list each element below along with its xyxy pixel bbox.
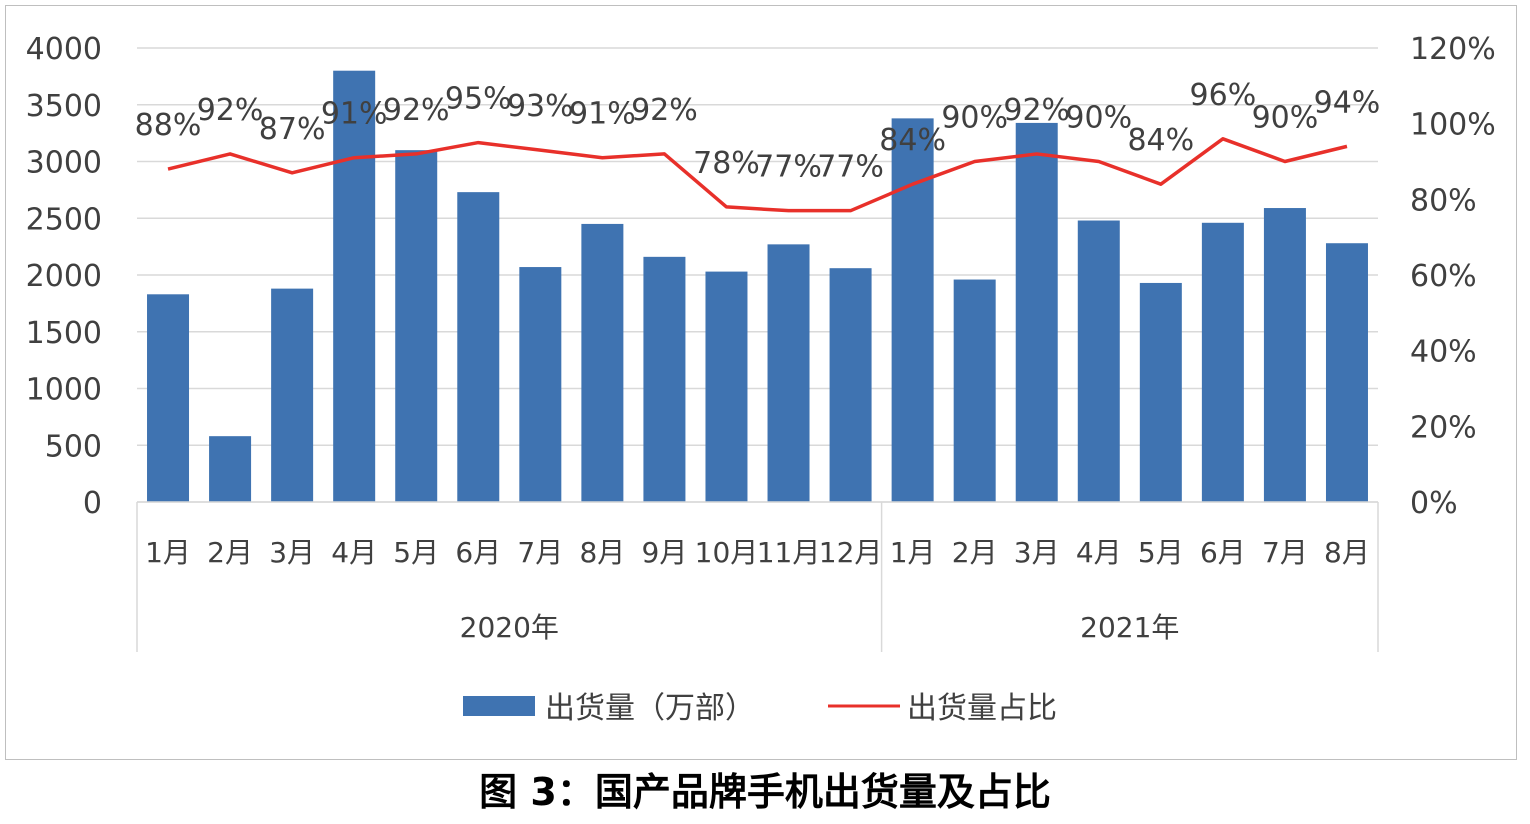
bar-series [147, 70, 1368, 503]
category-label: 12月 [819, 536, 883, 569]
bar [1015, 122, 1058, 502]
bar [333, 70, 376, 502]
bar [1263, 208, 1306, 502]
line-series [167, 137, 1348, 213]
left-tick-label: 3000 [26, 146, 102, 181]
category-label: 3月 [1014, 536, 1060, 569]
line-data-label: 77% [817, 150, 884, 185]
category-label: 8月 [1324, 536, 1370, 569]
line-data-label: 92% [1003, 93, 1070, 128]
category-label: 11月 [757, 536, 821, 569]
line-data-label: 91% [321, 97, 388, 132]
bar [519, 267, 562, 502]
category-label: 6月 [1200, 536, 1246, 569]
category-label: 8月 [579, 536, 625, 569]
left-axis-ticks: 0 500 1000 1500 2000 2500 3000 3500 4000 [26, 32, 102, 521]
legend-bar-swatch [463, 696, 535, 716]
category-label: 2月 [952, 536, 998, 569]
left-tick-label: 4000 [26, 32, 102, 67]
bar [705, 271, 748, 502]
line-data-label: 84% [1127, 123, 1194, 158]
line-data-label: 88% [135, 108, 202, 143]
bar [829, 268, 872, 502]
right-tick-label: 80% [1410, 183, 1477, 218]
bar [457, 192, 500, 502]
legend-line-label: 出货量占比 [907, 691, 1057, 726]
year-group-label: 2021年 [1080, 611, 1179, 644]
line-data-label: 96% [1190, 78, 1257, 113]
right-tick-label: 20% [1410, 410, 1477, 445]
category-label: 6月 [455, 536, 501, 569]
line-data-label: 90% [1252, 101, 1319, 136]
figure-caption: 图 3：国产品牌手机出货量及占比 [479, 770, 1051, 814]
year-group-label: 2020年 [460, 611, 559, 644]
right-tick-label: 60% [1410, 259, 1477, 294]
line-data-label: 84% [879, 123, 946, 158]
left-tick-label: 3500 [26, 89, 102, 124]
category-label: 1月 [890, 536, 936, 569]
bar [1201, 222, 1244, 503]
category-label: 1月 [145, 536, 191, 569]
legend-bar-label: 出货量（万部） [545, 691, 755, 726]
line-data-label: 78% [693, 146, 760, 181]
category-label: 7月 [1262, 536, 1308, 569]
category-label: 2月 [207, 536, 253, 569]
line-data-label: 92% [631, 93, 698, 128]
category-label: 4月 [331, 536, 377, 569]
share-line [167, 137, 1348, 213]
category-label: 3月 [269, 536, 315, 569]
bar [395, 150, 438, 502]
line-data-label: 92% [383, 93, 450, 128]
category-label: 9月 [642, 536, 688, 569]
line-data-label: 92% [197, 93, 264, 128]
left-tick-label: 1000 [26, 373, 102, 408]
left-tick-label: 2000 [26, 259, 102, 294]
left-tick-label: 1500 [26, 316, 102, 351]
right-tick-label: 40% [1410, 335, 1477, 370]
bar [1325, 243, 1368, 502]
line-data-label: 90% [941, 101, 1008, 136]
line-data-label: 95% [445, 82, 512, 117]
category-label: 7月 [517, 536, 563, 569]
left-tick-label: 0 [83, 486, 102, 521]
category-label: 4月 [1076, 536, 1122, 569]
data-labels: 88%92%87%91%92%95%93%91%92%78%77%77%84%9… [135, 78, 1381, 185]
bar [891, 118, 934, 503]
line-data-label: 87% [259, 112, 326, 147]
bar [581, 223, 624, 503]
bar [953, 279, 996, 502]
line-data-label: 91% [569, 97, 636, 132]
bar [767, 244, 810, 503]
line-data-label: 94% [1314, 85, 1381, 120]
line-data-label: 93% [507, 89, 574, 124]
line-data-label: 90% [1065, 101, 1132, 136]
bar [271, 288, 314, 502]
right-tick-label: 120% [1410, 32, 1496, 67]
legend: 出货量（万部） 出货量占比 [463, 691, 1057, 726]
chart-svg: 0 500 1000 1500 2000 2500 3000 3500 4000 0% 20% 40… [26, 32, 1496, 726]
right-tick-label: 100% [1410, 108, 1496, 143]
bar [209, 436, 252, 502]
bar [643, 256, 686, 502]
left-tick-label: 2500 [26, 202, 102, 237]
right-axis-ticks: 0% 20% 40% 60% 80% 100% 120% [1410, 32, 1496, 521]
bar [1139, 282, 1182, 502]
bar [147, 294, 190, 502]
category-label: 5月 [393, 536, 439, 569]
bar [1077, 220, 1120, 502]
line-data-label: 77% [755, 150, 822, 185]
left-tick-label: 500 [45, 429, 102, 464]
right-tick-label: 0% [1410, 486, 1458, 521]
category-label: 10月 [695, 536, 759, 569]
category-label: 5月 [1138, 536, 1184, 569]
